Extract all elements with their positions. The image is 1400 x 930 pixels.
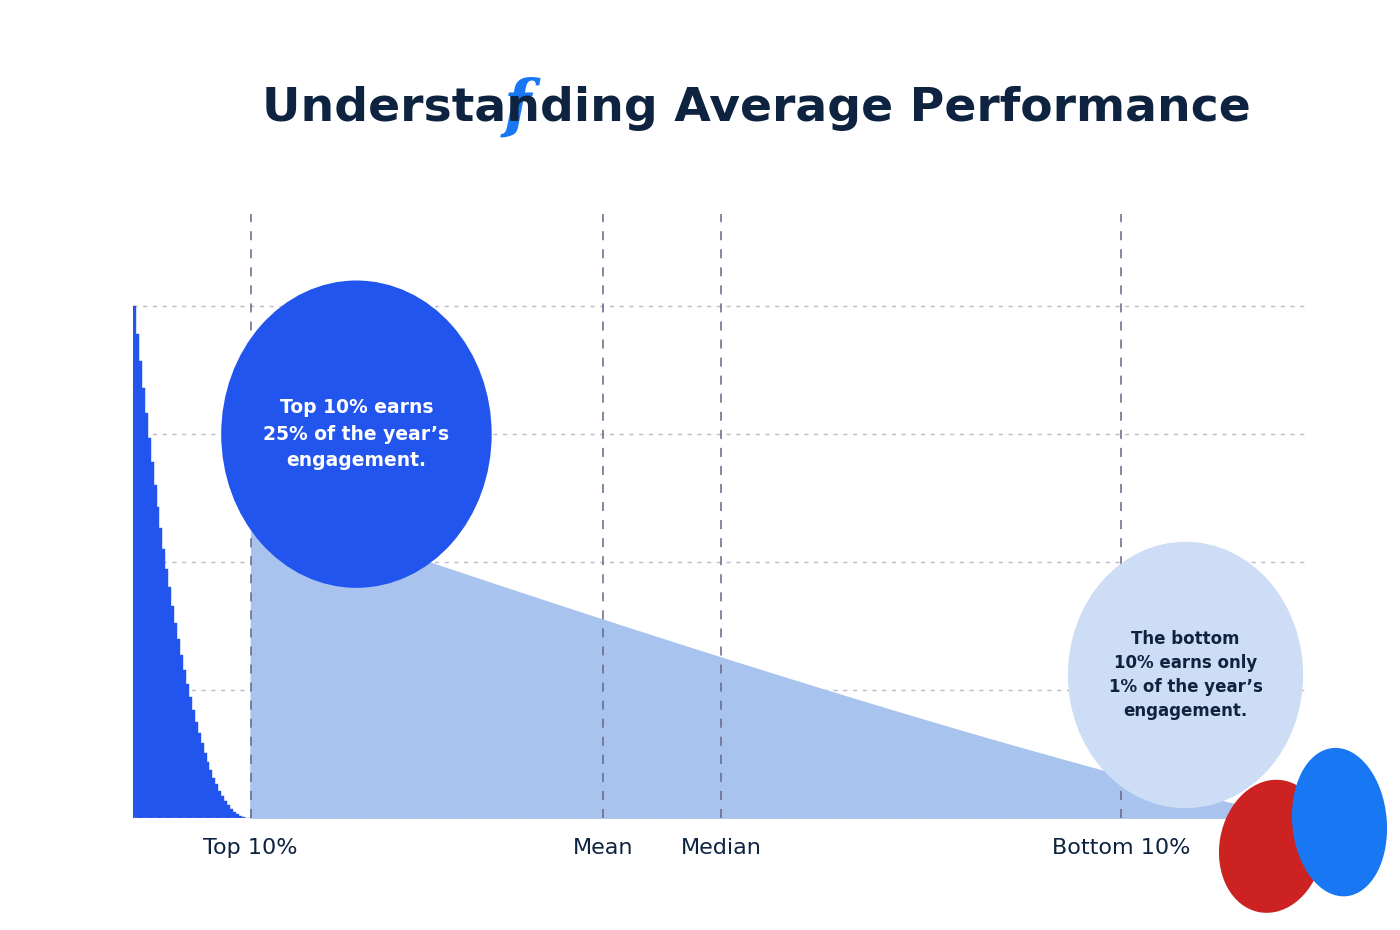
- Text: f: f: [504, 76, 532, 138]
- Text: Understanding Average Performance: Understanding Average Performance: [262, 86, 1250, 131]
- Bar: [168, 588, 171, 818]
- Bar: [224, 801, 227, 818]
- Bar: [144, 413, 148, 818]
- Bar: [160, 528, 162, 818]
- Ellipse shape: [1068, 542, 1303, 808]
- Bar: [232, 812, 235, 818]
- Bar: [203, 753, 207, 818]
- Ellipse shape: [1292, 748, 1387, 897]
- Bar: [133, 306, 136, 818]
- Bar: [154, 485, 157, 818]
- Bar: [213, 777, 216, 818]
- Bar: [157, 507, 160, 818]
- Bar: [192, 710, 195, 818]
- Ellipse shape: [1219, 779, 1324, 913]
- Bar: [141, 388, 144, 818]
- Bar: [227, 805, 230, 818]
- Bar: [183, 670, 186, 818]
- Bar: [165, 568, 168, 818]
- Bar: [207, 762, 210, 818]
- Bar: [221, 796, 224, 818]
- Text: IQ: IQ: [1229, 884, 1256, 904]
- Bar: [186, 684, 189, 818]
- Bar: [210, 770, 213, 818]
- Bar: [197, 733, 200, 818]
- Text: Top 10% earns
25% of the year’s
engagement.: Top 10% earns 25% of the year’s engageme…: [263, 398, 449, 471]
- Bar: [195, 722, 197, 818]
- Bar: [174, 623, 176, 818]
- Bar: [216, 785, 218, 818]
- Bar: [151, 462, 154, 818]
- Bar: [242, 817, 245, 818]
- Bar: [218, 790, 221, 818]
- Bar: [200, 743, 203, 818]
- Bar: [136, 334, 139, 818]
- Bar: [176, 639, 181, 818]
- Bar: [239, 816, 242, 818]
- Text: The bottom
10% earns only
1% of the year’s
engagement.: The bottom 10% earns only 1% of the year…: [1109, 630, 1263, 721]
- Text: Rival: Rival: [1221, 854, 1264, 869]
- Bar: [171, 605, 174, 818]
- Bar: [230, 809, 232, 818]
- Bar: [189, 698, 192, 818]
- Bar: [162, 549, 165, 818]
- Bar: [148, 438, 151, 818]
- Bar: [181, 655, 183, 818]
- Bar: [139, 362, 141, 818]
- Ellipse shape: [221, 281, 491, 588]
- Bar: [235, 814, 239, 818]
